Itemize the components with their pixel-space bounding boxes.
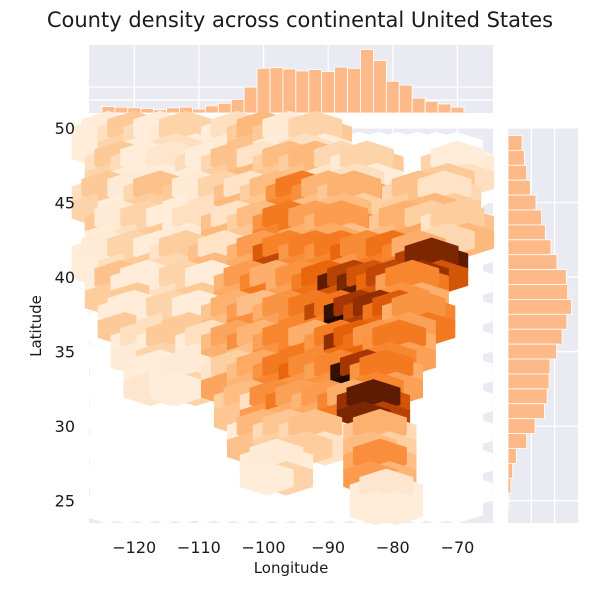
y-tick-label: 25 (55, 492, 75, 511)
right-histogram-bar (507, 164, 528, 181)
hexbin-panel (71, 110, 495, 526)
right-histogram-bar (507, 179, 531, 196)
right-histogram-bar (507, 462, 514, 479)
right-histogram-bar (507, 299, 572, 315)
top-histogram-bar (424, 100, 439, 114)
y-tick-label: 35 (55, 343, 75, 362)
right-histogram-bar (507, 313, 568, 330)
y-axis-ticks: 25 30 35 40 45 50 (55, 119, 75, 511)
right-histogram-bar (507, 492, 510, 509)
top-histogram-bar (269, 67, 284, 114)
top-histogram-bar (295, 70, 310, 114)
top-histogram-bar (256, 67, 271, 114)
right-histogram-bar (507, 403, 545, 420)
y-tick-label: 40 (55, 268, 75, 287)
right-histogram-bar (507, 239, 552, 256)
top-histogram-bar (166, 107, 180, 114)
top-histogram-bar (308, 69, 323, 114)
right-histogram-bar (507, 284, 569, 300)
top-histogram-bar (217, 102, 232, 114)
right-histogram-bar (507, 433, 528, 449)
top-histogram-bar (140, 108, 155, 114)
top-histogram-bar (385, 80, 400, 114)
y-tick-label: 50 (55, 119, 75, 138)
top-histogram-bar (437, 103, 452, 114)
top-histogram-bar (360, 49, 374, 114)
x-tick-label: −90 (311, 538, 345, 557)
right-histogram-bar (507, 269, 567, 285)
right-histogram-bar (507, 224, 546, 241)
top-histogram-bar (450, 106, 465, 114)
x-tick-label: −100 (242, 538, 286, 557)
top-histogram-bar (204, 105, 219, 114)
x-tick-label: −70 (441, 538, 475, 557)
hex-cell (149, 371, 204, 407)
right-histogram-bar (507, 448, 517, 464)
x-axis-label: Longitude (254, 559, 329, 577)
x-tick-label: −80 (376, 538, 410, 557)
top-histogram-bar (334, 66, 348, 114)
right-histogram-bar (507, 477, 512, 494)
right-histogram-bar (507, 328, 563, 345)
y-axis-label: Latitude (27, 295, 45, 357)
top-histogram-bar (321, 71, 336, 114)
chart-title: County density across continental United… (46, 8, 554, 32)
top-histogram-bar (243, 86, 258, 114)
top-histogram-bar (347, 67, 361, 114)
right-histogram-bar (507, 343, 557, 360)
top-histogram-bar (114, 106, 129, 114)
right-histogram-bar (507, 388, 548, 405)
right-histogram-bar (507, 418, 536, 434)
top-histogram-bar (373, 60, 387, 114)
top-histogram-bar (282, 68, 297, 114)
top-histogram-bar (411, 97, 426, 114)
right-histogram-bar (507, 149, 525, 166)
right-histogram (507, 127, 578, 523)
right-histogram-bar (507, 254, 558, 271)
x-axis-ticks: −120 −110 −100 −90 −80 −70 (112, 538, 474, 557)
y-tick-label: 30 (55, 417, 75, 436)
right-histogram-bar (507, 209, 542, 226)
hex-cell (349, 490, 404, 526)
hex-cell (239, 461, 294, 496)
right-histogram-bar (507, 135, 523, 151)
y-tick-label: 45 (55, 194, 75, 213)
right-histogram-bar (507, 358, 551, 375)
top-histogram-bar (398, 84, 413, 114)
x-tick-label: −110 (177, 538, 221, 557)
right-histogram-bar (507, 194, 537, 211)
top-histogram-bar (192, 108, 206, 114)
x-tick-label: −120 (112, 538, 156, 557)
right-histogram-bar (507, 373, 550, 390)
top-histogram (89, 45, 493, 114)
